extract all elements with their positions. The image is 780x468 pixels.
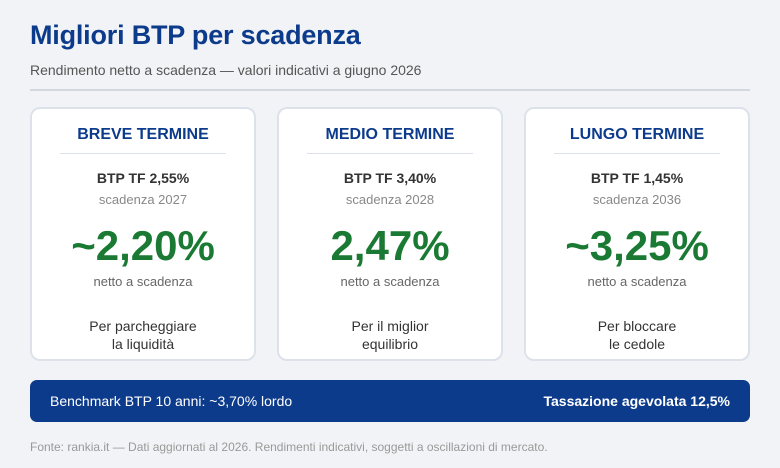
- rate-note: netto a scadenza: [93, 274, 193, 289]
- card-purpose: Per bloccare le cedole: [526, 317, 748, 353]
- purpose-line-2: equilibrio: [361, 336, 419, 352]
- card-long-term: LUNGO TERMINE BTP TF 1,45% scadenza 2036…: [524, 107, 750, 361]
- purpose-line-2: la liquidità: [111, 336, 175, 352]
- cards-row: BREVE TERMINE BTP TF 2,55% scadenza 2027…: [30, 107, 750, 361]
- source-footnote: Fonte: rankia.it — Dati aggiornati al 20…: [30, 440, 548, 454]
- purpose-line-1: Per bloccare: [597, 318, 677, 334]
- card-title: MEDIO TERMINE: [325, 126, 455, 143]
- purpose-line-2: le cedole: [608, 336, 666, 352]
- header-divider: [30, 89, 750, 91]
- rate-note: netto a scadenza: [340, 274, 440, 289]
- bond-name: BTP TF 2,55%: [96, 170, 190, 186]
- bond-name: BTP TF 3,40%: [343, 170, 437, 186]
- bond-maturity: scadenza 2027: [98, 192, 188, 207]
- rate-note: netto a scadenza: [587, 274, 687, 289]
- info-banner: Benchmark BTP 10 anni: ~3,70% lordo Tass…: [30, 380, 750, 422]
- net-rate: ~2,20%: [71, 222, 215, 269]
- card-title: BREVE TERMINE: [77, 126, 209, 143]
- card-purpose: Per il miglior equilibrio: [279, 317, 501, 353]
- card-purpose: Per parcheggiare la liquidità: [32, 317, 254, 353]
- net-rate: 2,47%: [330, 222, 450, 269]
- benchmark-text: Benchmark BTP 10 anni: ~3,70% lordo: [50, 393, 293, 409]
- card-divider: [554, 153, 720, 154]
- card-divider: [60, 153, 226, 154]
- card-title: LUNGO TERMINE: [569, 126, 705, 143]
- card-short-term: BREVE TERMINE BTP TF 2,55% scadenza 2027…: [30, 107, 256, 361]
- card-medium-term: MEDIO TERMINE BTP TF 3,40% scadenza 2028…: [277, 107, 503, 361]
- page-subtitle: Rendimento netto a scadenza — valori ind…: [30, 62, 422, 78]
- taxation-text: Tassazione agevolata 12,5%: [543, 393, 731, 409]
- net-rate: ~3,25%: [565, 222, 709, 269]
- page-title: Migliori BTP per scadenza: [30, 20, 361, 50]
- purpose-line-1: Per il miglior: [351, 318, 429, 334]
- bond-maturity: scadenza 2028: [345, 192, 435, 207]
- bond-name: BTP TF 1,45%: [590, 170, 684, 186]
- card-divider: [307, 153, 473, 154]
- bond-maturity: scadenza 2036: [592, 192, 682, 207]
- purpose-line-1: Per parcheggiare: [89, 318, 197, 334]
